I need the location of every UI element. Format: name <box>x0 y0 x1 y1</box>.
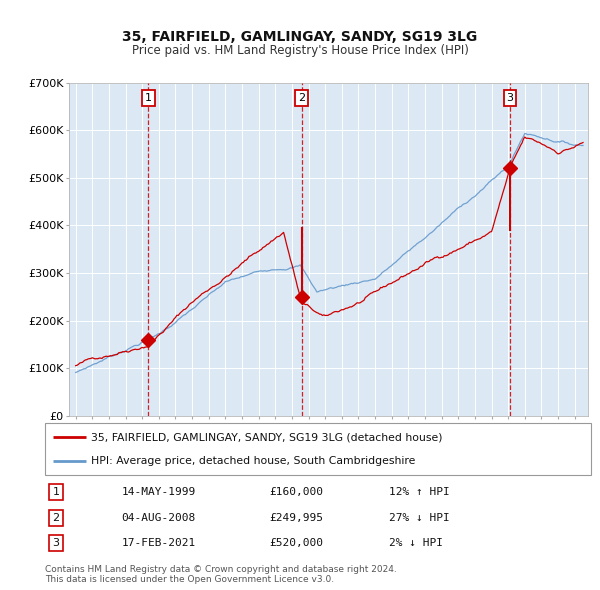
Text: £160,000: £160,000 <box>269 487 323 497</box>
Text: 14-MAY-1999: 14-MAY-1999 <box>121 487 196 497</box>
Text: 1: 1 <box>52 487 59 497</box>
Text: £249,995: £249,995 <box>269 513 323 523</box>
Text: 2% ↓ HPI: 2% ↓ HPI <box>389 538 443 548</box>
Text: 17-FEB-2021: 17-FEB-2021 <box>121 538 196 548</box>
Text: 2: 2 <box>298 93 305 103</box>
Text: HPI: Average price, detached house, South Cambridgeshire: HPI: Average price, detached house, Sout… <box>91 456 416 466</box>
Text: 04-AUG-2008: 04-AUG-2008 <box>121 513 196 523</box>
Text: Price paid vs. HM Land Registry's House Price Index (HPI): Price paid vs. HM Land Registry's House … <box>131 44 469 57</box>
FancyBboxPatch shape <box>45 423 591 475</box>
Text: £520,000: £520,000 <box>269 538 323 548</box>
Text: 12% ↑ HPI: 12% ↑ HPI <box>389 487 450 497</box>
Text: 2: 2 <box>52 513 59 523</box>
Text: 3: 3 <box>52 538 59 548</box>
Text: 35, FAIRFIELD, GAMLINGAY, SANDY, SG19 3LG: 35, FAIRFIELD, GAMLINGAY, SANDY, SG19 3L… <box>122 30 478 44</box>
Text: 27% ↓ HPI: 27% ↓ HPI <box>389 513 450 523</box>
Text: 35, FAIRFIELD, GAMLINGAY, SANDY, SG19 3LG (detached house): 35, FAIRFIELD, GAMLINGAY, SANDY, SG19 3L… <box>91 432 443 442</box>
Text: Contains HM Land Registry data © Crown copyright and database right 2024.
This d: Contains HM Land Registry data © Crown c… <box>45 565 397 584</box>
Text: 1: 1 <box>145 93 152 103</box>
Text: 3: 3 <box>506 93 514 103</box>
